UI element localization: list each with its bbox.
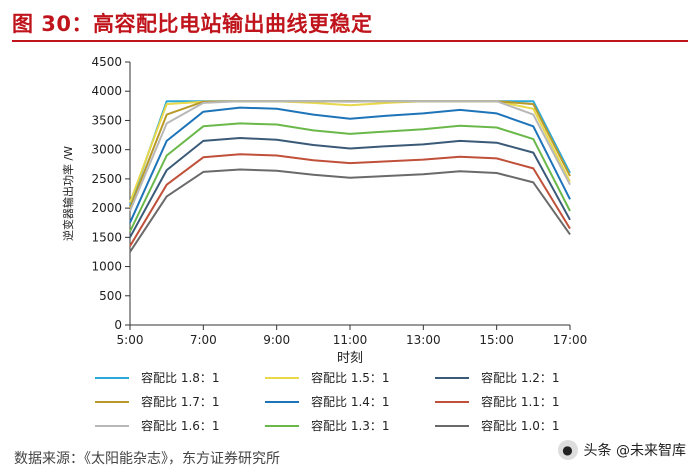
series-line-8 [129,122,571,232]
watermark: ● 头条 @未来智库 [557,440,686,460]
header-rule [12,40,688,42]
y-tick-label: 0 [114,318,122,332]
legend-label-3: 容配比 1.2：1 [481,370,560,385]
legend-label-1: 容配比 1.8：1 [141,370,220,385]
source-note: 数据来源：《太阳能杂志》，东方证券研究所 [14,451,280,467]
y-tick-label: 2000 [91,201,122,215]
series-line-5 [129,106,571,224]
legend-label-2: 容配比 1.5：1 [311,370,390,385]
y-tick-label: 1500 [91,230,122,244]
x-tick-label: 9:00 [263,333,290,347]
x-tick-label: 5:00 [117,333,144,347]
y-tick-label: 3000 [91,143,122,157]
series-line-9 [129,168,571,253]
series-line-3 [129,137,571,238]
x-tick-label: 17:00 [553,333,588,347]
user-icon: ● [557,440,578,460]
figure-header: 图 30：高容配比电站输出曲线更稳定 [12,6,688,42]
y-tick-label: 500 [99,289,122,303]
x-tick-label: 13:00 [406,333,441,347]
y-tick-label: 3500 [91,113,122,127]
x-tick-label: 15:00 [479,333,514,347]
figure-title: 图 30：高容配比电站输出曲线更稳定 [12,12,373,36]
legend-label-8: 容配比 1.3：1 [311,418,390,433]
y-tick-label: 1000 [91,260,122,274]
y-tick-label: 4000 [91,84,122,98]
legend-label-6: 容配比 1.1：1 [481,394,560,409]
y-axis-label: 逆变器输出功率 /W [61,146,75,241]
y-tick-label: 4500 [91,55,122,69]
x-tick-label: 7:00 [190,333,217,347]
watermark-text: 头条 @未来智库 [583,443,686,459]
legend-label-5: 容配比 1.4：1 [311,394,390,409]
legend-label-7: 容配比 1.6：1 [141,418,220,433]
x-axis-label: 时刻 [337,351,363,366]
legend-label-9: 容配比 1.0：1 [481,418,560,433]
line-chart: 0 500 1000 1500 2000 2500 3000 3500 4000 4500 5:00… [61,55,588,433]
legend-label-4: 容配比 1.7：1 [141,394,220,409]
series-line-7 [129,100,571,212]
y-tick-label: 2500 [91,172,122,186]
x-tick-label: 11:00 [333,333,368,347]
series-line-6 [129,153,571,247]
